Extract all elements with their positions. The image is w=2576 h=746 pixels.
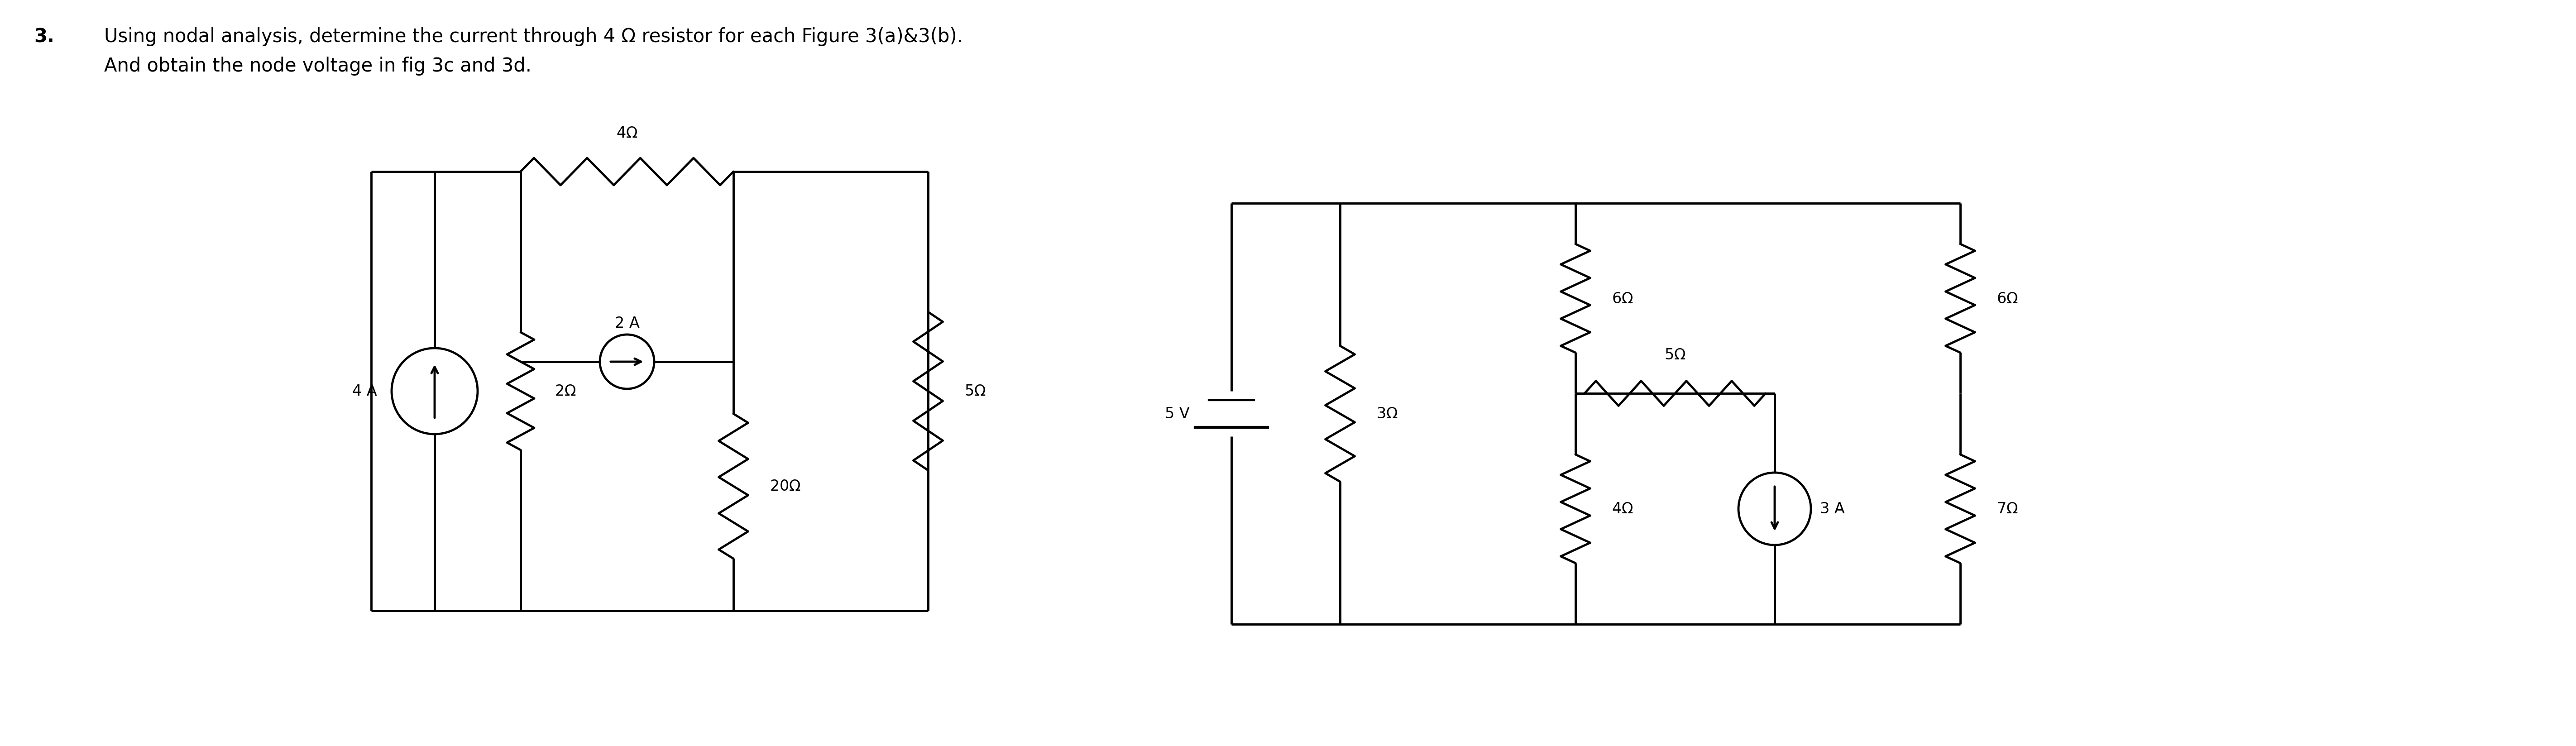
Text: 4$\Omega$: 4$\Omega$ (616, 126, 639, 141)
Text: 7$\Omega$: 7$\Omega$ (1996, 501, 2017, 516)
Text: 5 V: 5 V (1164, 407, 1190, 421)
Text: 5$\Omega$: 5$\Omega$ (963, 384, 987, 399)
Text: 4$\Omega$: 4$\Omega$ (1613, 501, 1633, 516)
Text: 2 A: 2 A (616, 316, 639, 331)
Text: 20$\Omega$: 20$\Omega$ (770, 479, 801, 494)
Text: And obtain the node voltage in fig 3c and 3d.: And obtain the node voltage in fig 3c an… (103, 57, 531, 75)
Text: 6$\Omega$: 6$\Omega$ (1996, 291, 2017, 306)
Text: 5$\Omega$: 5$\Omega$ (1664, 348, 1685, 363)
Text: 2$\Omega$: 2$\Omega$ (554, 384, 577, 399)
Text: 3$\Omega$: 3$\Omega$ (1376, 407, 1399, 421)
Text: Using nodal analysis, determine the current through 4 Ω resistor for each Figure: Using nodal analysis, determine the curr… (103, 27, 963, 46)
Text: 3 A: 3 A (1821, 501, 1844, 516)
Text: 3.: 3. (33, 27, 54, 46)
Text: 4 A: 4 A (353, 384, 376, 399)
Text: 6$\Omega$: 6$\Omega$ (1613, 291, 1633, 306)
